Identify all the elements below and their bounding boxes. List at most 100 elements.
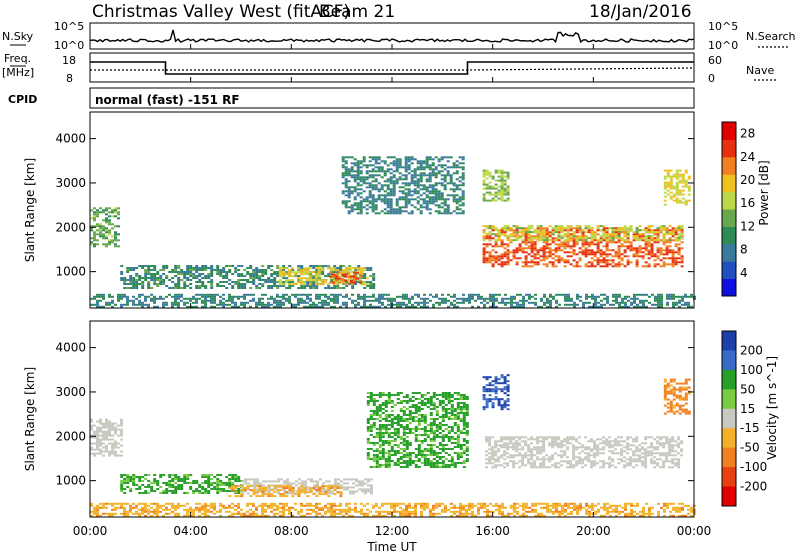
noise-sky-label: N.Sky bbox=[2, 30, 34, 43]
vel-region-0 bbox=[90, 418, 123, 457]
power-colorbar-tick-2: 12 bbox=[740, 219, 755, 233]
velocity-colorbar-tick-2: 50 bbox=[740, 382, 755, 396]
time-axis-label: Time UT bbox=[366, 540, 417, 554]
x-tick-label-3: 12:00 bbox=[375, 524, 410, 538]
power-y-tick-label-3: 4000 bbox=[55, 132, 86, 146]
freq-label: Freq. bbox=[4, 52, 31, 65]
freq-unit-label: [MHz] bbox=[2, 66, 34, 79]
power-colorbar-tick-4: 20 bbox=[740, 173, 755, 187]
nave-tick-bottom: 0 bbox=[708, 72, 715, 85]
velocity-colorbar-tick-4: -15 bbox=[740, 421, 760, 435]
velocity-y-ticks: 1000 2000 3000 4000 bbox=[55, 341, 694, 488]
power-region-3 bbox=[329, 271, 363, 284]
freq-tick-bottom: 8 bbox=[66, 72, 73, 85]
noise-tick-bottom-left: 10^0 bbox=[54, 39, 84, 52]
velocity-colorbar-swatch-7 bbox=[722, 467, 736, 488]
power-colorbar-swatch-1 bbox=[722, 261, 736, 280]
power-region-0 bbox=[90, 207, 120, 248]
velocity-colorbar-tick-6: -100 bbox=[740, 460, 767, 474]
x-tick-label-4: 16:00 bbox=[475, 524, 510, 538]
x-tick-label-5: 20:00 bbox=[576, 524, 611, 538]
power-region-9 bbox=[90, 293, 696, 308]
vel-region-1 bbox=[120, 474, 244, 494]
power-colorbar: 4 8 12 16 20 24 28 bbox=[721, 121, 755, 297]
power-colorbar-tick-0: 4 bbox=[740, 266, 748, 280]
power-colorbar-swatch-9 bbox=[722, 122, 736, 140]
noise-tick-bottom-right: 10^0 bbox=[708, 39, 738, 52]
velocity-colorbar-tick-5: -50 bbox=[740, 441, 760, 455]
nave-label: Nave bbox=[746, 64, 774, 77]
power-y-tick-label-1: 2000 bbox=[55, 220, 86, 234]
radar-title: Christmas Valley West (fitACF) bbox=[92, 2, 350, 22]
noise-panel: N.Sky 10^5 10^0 10^5 10^0 N.Search bbox=[2, 20, 796, 52]
velocity-colorbar-tick-7: -200 bbox=[740, 480, 767, 494]
power-colorbar-tick-1: 8 bbox=[740, 243, 748, 257]
velocity-colorbar-tick-0: 200 bbox=[740, 343, 763, 357]
x-tick-label-0: 00:00 bbox=[73, 524, 108, 538]
velocity-colorbar-swatch-5 bbox=[722, 428, 736, 449]
velocity-colorbar-swatch-4 bbox=[722, 408, 736, 429]
power-data-layer bbox=[90, 156, 696, 308]
power-region-8 bbox=[341, 156, 465, 215]
power-colorbar-swatch-0 bbox=[722, 278, 736, 297]
velocity-colorbar-frame bbox=[721, 330, 737, 507]
power-colorbar-swatch-7 bbox=[722, 156, 736, 175]
vel-region-6 bbox=[663, 378, 691, 415]
velocity-colorbar-swatch-8 bbox=[722, 486, 736, 507]
power-colorbar-swatch-6 bbox=[722, 174, 736, 193]
velocity-panel: 1000 2000 3000 4000 Slant Range [km] bbox=[23, 320, 696, 518]
date-label: 18/Jan/2016 bbox=[589, 2, 692, 22]
vel-region-4 bbox=[485, 436, 684, 469]
noise-sky-trace bbox=[89, 29, 695, 44]
power-colorbar-frame bbox=[721, 121, 737, 297]
velocity-colorbar-swatch-1 bbox=[722, 350, 736, 371]
power-panel: 1000 2000 3000 4000 Slant Range [km] bbox=[23, 111, 696, 309]
frequency-trace bbox=[90, 61, 694, 75]
power-colorbar-swatch-3 bbox=[722, 226, 736, 245]
x-tick-label-6: 00:00 bbox=[677, 524, 712, 538]
velocity-colorbar-swatch-6 bbox=[722, 447, 736, 468]
vel-region-7 bbox=[366, 392, 469, 468]
vel-y-tick-label-2: 3000 bbox=[55, 385, 86, 399]
power-colorbar-tick-5: 24 bbox=[740, 150, 755, 164]
vel-y-tick-label-3: 4000 bbox=[55, 341, 86, 355]
power-colorbar-swatch-5 bbox=[722, 191, 736, 210]
cpid-mode-text: normal (fast) -151 RF bbox=[95, 93, 240, 107]
beam-label: Beam 21 bbox=[319, 2, 395, 22]
power-region-6 bbox=[482, 169, 510, 202]
cpid-label: CPID bbox=[8, 93, 37, 106]
cpid-panel-frame bbox=[89, 87, 695, 109]
power-y-axis-label: Slant Range [km] bbox=[23, 158, 37, 262]
velocity-colorbar-label: Velocity [m s^-1] bbox=[765, 356, 779, 460]
velocity-colorbar-tick-1: 100 bbox=[740, 363, 763, 377]
power-colorbar-tick-6: 28 bbox=[740, 127, 755, 141]
power-region-5 bbox=[482, 225, 684, 242]
vel-region-8 bbox=[90, 502, 696, 517]
nave-tick-top: 60 bbox=[708, 54, 722, 67]
vel-region-3 bbox=[228, 485, 343, 498]
x-tick-label-1: 04:00 bbox=[173, 524, 208, 538]
noise-search-label: N.Search bbox=[746, 30, 796, 43]
velocity-y-axis-label: Slant Range [km] bbox=[23, 367, 37, 471]
noise-tick-top-left: 10^5 bbox=[54, 20, 84, 33]
velocity-colorbar-swatch-3 bbox=[722, 389, 736, 410]
power-colorbar-swatch-2 bbox=[722, 243, 736, 262]
velocity-colorbar-tick-3: 15 bbox=[740, 402, 755, 416]
freq-tick-top: 18 bbox=[62, 54, 76, 67]
vel-region-5 bbox=[482, 374, 510, 411]
power-colorbar-swatch-4 bbox=[722, 209, 736, 227]
power-colorbar-label: Power [dB] bbox=[757, 160, 771, 225]
power-y-ticks: 1000 2000 3000 4000 bbox=[55, 132, 694, 279]
nave-trace bbox=[90, 67, 695, 71]
x-tick-label-2: 08:00 bbox=[274, 524, 309, 538]
velocity-colorbar: 200 100 50 15 -15 -50 -100 -200 bbox=[721, 330, 767, 507]
frequency-panel: Freq. [MHz] 18 8 60 0 Nave bbox=[2, 52, 778, 85]
noise-tick-top-right: 10^5 bbox=[708, 20, 738, 33]
time-x-ticks: 00:00 04:00 08:00 12:00 16:00 20:00 00:00 bbox=[73, 44, 712, 538]
power-colorbar-swatch-8 bbox=[722, 139, 736, 158]
velocity-colorbar-swatch-0 bbox=[722, 331, 736, 351]
power-colorbar-tick-3: 16 bbox=[740, 196, 755, 210]
vel-y-tick-label-0: 1000 bbox=[55, 474, 86, 488]
